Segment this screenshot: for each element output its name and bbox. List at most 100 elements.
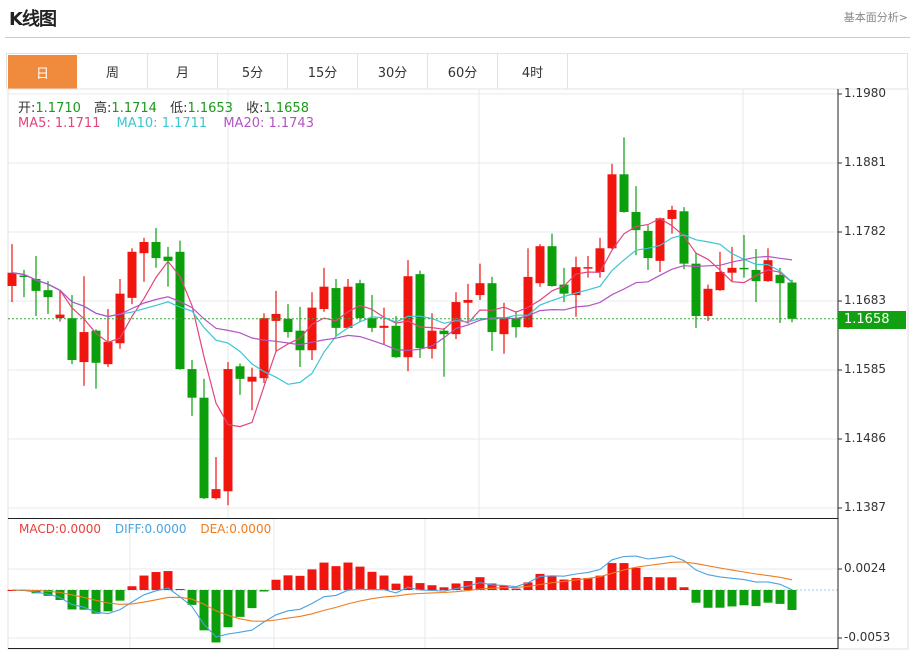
macd-bar [139,575,149,590]
candle-body [463,299,473,303]
tab-30min[interactable]: 30分 [358,54,428,89]
candle-body [247,376,257,382]
candle-body [43,290,53,298]
tab-60min[interactable]: 60分 [428,54,498,89]
close-value: 1.1658 [263,101,309,116]
tab-day[interactable]: 日 [8,55,77,89]
candle-body [763,260,773,282]
macd-bar [583,577,593,590]
candle-body [775,274,785,284]
macd-bar [715,590,725,608]
macd-bar [427,585,437,590]
tab-week[interactable]: 周 [78,54,148,89]
candle [211,457,221,500]
candle-body [703,288,713,317]
macd-bar [319,562,329,590]
candle-body [583,267,593,269]
candle [439,327,449,377]
candle-body [79,332,89,363]
macd-bar [463,581,473,590]
tab-5min[interactable]: 5分 [218,54,288,89]
candle-body [511,318,521,328]
macd-bar [379,575,389,590]
candle [547,233,557,287]
candle-body [631,211,641,231]
macd-bar [55,590,65,600]
page-title: K线图 [9,9,57,30]
macd-bar [619,563,629,590]
fundamental-analysis-link[interactable]: 基本面分析> [843,11,908,24]
chart-frame [7,88,909,650]
candle-body [7,272,17,286]
macd-bar [235,590,245,617]
open-value: 1.1710 [35,101,81,116]
candle-body [295,330,305,351]
candle [727,246,737,282]
candle-body [727,267,737,273]
price-tick: 1.1881 [844,155,886,169]
ma20-line [11,255,793,352]
candle-body [415,274,425,349]
candle-body [271,313,281,321]
candle [175,240,185,370]
candle [367,295,377,333]
macd-bar [475,577,485,590]
macd-bar [115,590,125,601]
ma-legend: MA5: 1.1711 MA10: 1.1711 MA20: 1.1743 [18,116,314,131]
macd-bar [727,590,737,607]
ma5-line [11,217,793,428]
candle [667,205,677,234]
macd-bar [343,562,353,590]
candle-body [559,284,569,294]
candle-body [55,314,65,319]
macd-bar [679,587,689,590]
macd-bar [103,590,113,612]
candles [7,137,797,506]
candle [67,295,77,365]
candle [679,207,689,270]
macd-bar [43,590,53,596]
candle [283,304,293,338]
macd-bar [415,583,425,590]
price-tick: 1.1683 [844,293,886,307]
candle [691,253,701,328]
candle-body [691,263,701,317]
macd-bar [559,579,569,590]
candle [499,302,509,354]
candle-body [19,275,29,278]
candle-body [211,489,221,499]
macd-bar [187,590,197,605]
candle [583,255,593,278]
candle [775,267,785,323]
macd-bar [403,575,413,590]
candle [355,279,365,322]
candle [715,251,725,291]
candle-body [31,279,41,291]
tab-4hour[interactable]: 4时 [498,54,568,89]
macd-bar [595,575,605,590]
macd-bar [307,569,317,590]
ohlc-legend: 开:1.1710 高:1.1714 低:1.1653 收:1.1658 [18,97,318,116]
macd-bar [535,573,545,590]
macd-bar [247,590,257,609]
dea-value: DEA:0.0000 [200,522,272,536]
candle-body [367,318,377,328]
tab-15min[interactable]: 15分 [288,54,358,89]
candle-body [643,230,653,259]
candle [163,246,173,287]
candle [199,378,209,499]
candle [631,186,641,256]
candle [343,279,353,329]
grid-lines [7,88,909,650]
candle [403,260,413,372]
candle-body [379,325,389,328]
macd-bar [367,571,377,590]
candle-body [307,307,317,351]
candle [31,255,41,317]
candle-body [667,209,677,219]
candle [103,309,113,367]
tab-month[interactable]: 月 [148,54,218,89]
candle-body [475,283,485,296]
candle-body [787,282,797,319]
